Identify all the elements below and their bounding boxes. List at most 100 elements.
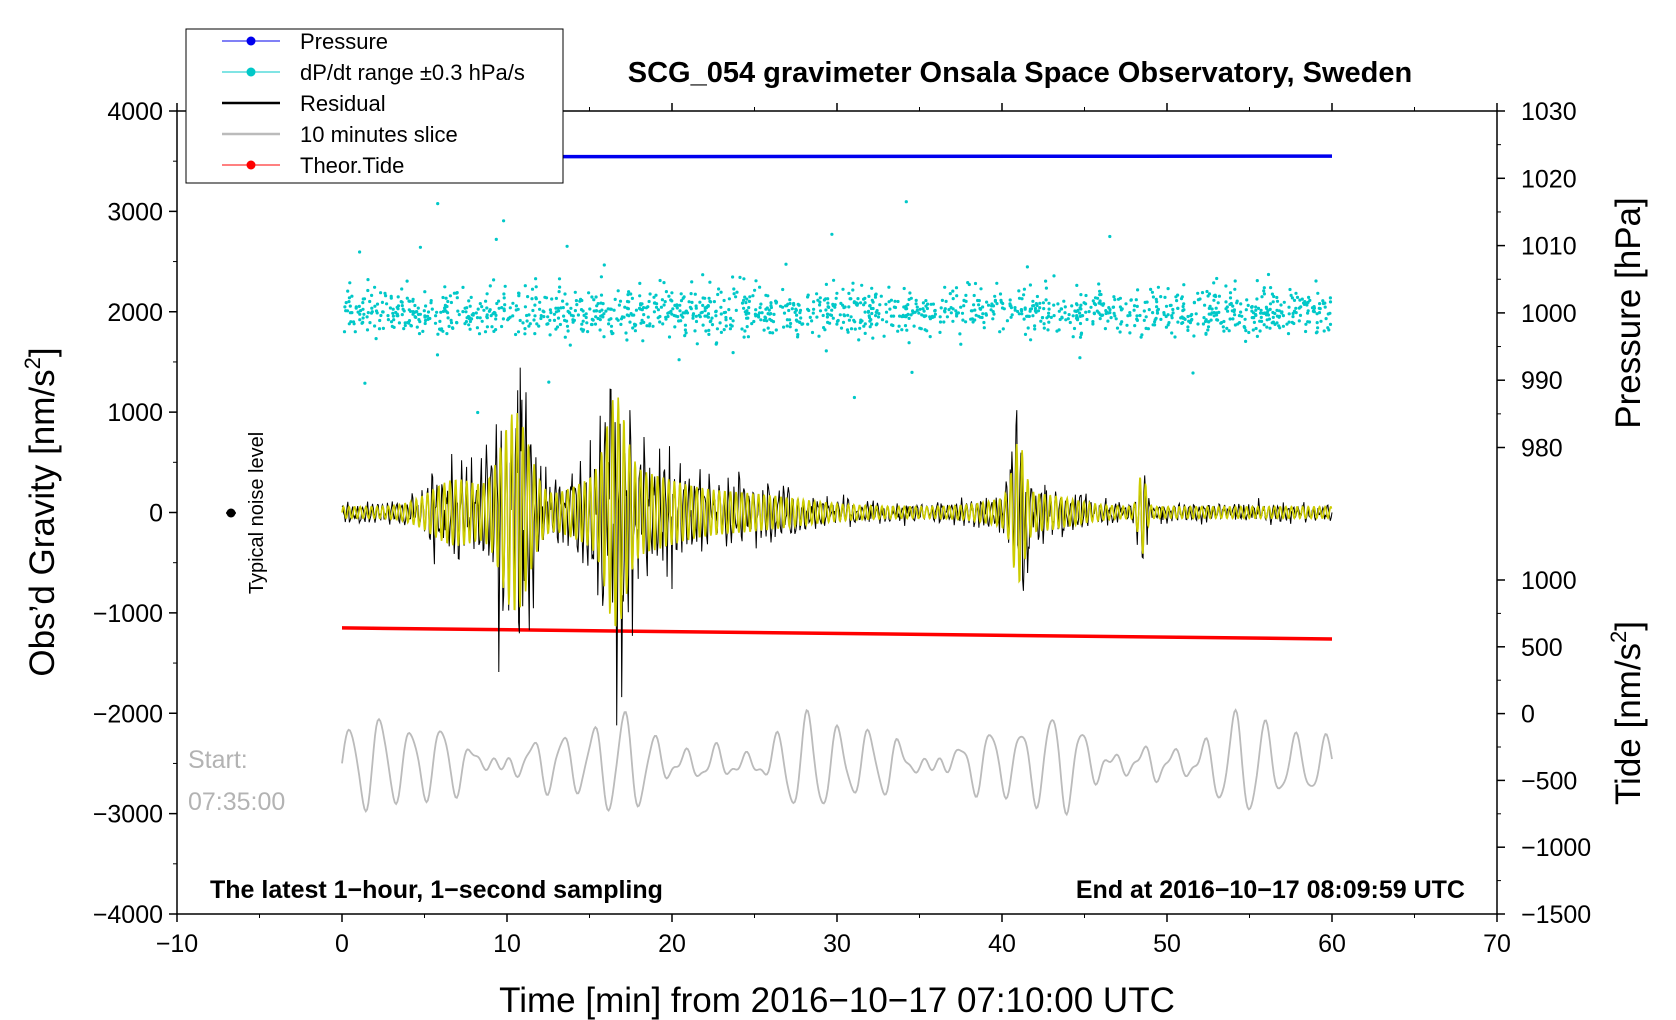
dpdt-point (1190, 317, 1194, 322)
dpdt-point (1120, 320, 1124, 324)
dpdt-point (1114, 317, 1118, 321)
dpdt-point (599, 293, 604, 297)
dpdt-point (1009, 315, 1013, 319)
dpdt-point (1265, 325, 1269, 329)
dpdt-point (1135, 314, 1139, 318)
dpdt-point (664, 290, 669, 294)
dpdt-point (922, 309, 926, 313)
dpdt-point (863, 296, 867, 300)
dpdt-point (523, 305, 528, 309)
dpdt-point (366, 278, 370, 282)
dpdt-point (959, 342, 963, 346)
dpdt-point (1222, 319, 1226, 324)
dpdt-point (812, 307, 816, 311)
dpdt-point (871, 300, 875, 304)
dpdt-point (598, 328, 602, 332)
dpdt-point (1022, 287, 1026, 291)
dpdt-point (667, 294, 671, 298)
dpdt-point (518, 318, 522, 323)
dpdt-point (1265, 318, 1269, 322)
dpdt-point (1074, 302, 1079, 306)
dpdt-point (954, 286, 959, 290)
dpdt-point (465, 306, 469, 310)
dpdt-point (731, 319, 735, 323)
dpdt-point (1312, 305, 1316, 309)
dpdt-point (703, 306, 707, 310)
dpdt-point (842, 313, 846, 317)
dpdt-point (546, 315, 550, 319)
dpdt-point (361, 301, 365, 305)
dpdt-point (693, 292, 697, 296)
dpdt-point (1013, 306, 1017, 310)
dpdt-point (1028, 283, 1032, 287)
dpdt-point (342, 330, 347, 334)
dpdt-point (884, 302, 888, 306)
dpdt-point (677, 358, 681, 362)
dpdt-point (441, 295, 445, 300)
dpdt-point (903, 324, 908, 328)
dpdt-point (556, 316, 561, 320)
dpdt-point (491, 312, 495, 316)
dpdt-point (818, 309, 823, 313)
pressure-tick-label: 1010 (1521, 233, 1577, 261)
dpdt-point (684, 331, 688, 335)
dpdt-point (673, 325, 677, 329)
dpdt-point (745, 297, 749, 301)
dpdt-point (810, 330, 815, 335)
dpdt-point (1228, 291, 1233, 295)
dpdt-point (691, 312, 696, 316)
dpdt-point (1041, 301, 1045, 305)
x-tick-label: 60 (1318, 930, 1346, 958)
dpdt-point (897, 324, 901, 328)
dpdt-point (1089, 305, 1093, 309)
dpdt-point (1196, 322, 1200, 326)
dpdt-point (716, 292, 720, 297)
dpdt-point (423, 290, 427, 294)
dpdt-point (765, 319, 769, 323)
dpdt-point (942, 320, 946, 324)
dpdt-point (373, 324, 377, 328)
dpdt-point (1307, 320, 1312, 324)
dpdt-point (609, 307, 613, 311)
dpdt-point (830, 308, 834, 312)
dpdt-point (766, 294, 770, 298)
dpdt-point (485, 292, 489, 296)
dpdt-point (910, 370, 914, 374)
dpdt-point (1044, 286, 1048, 290)
dpdt-point (344, 301, 348, 305)
dpdt-point (533, 332, 537, 336)
dpdt-point (1323, 305, 1327, 309)
dpdt-point (831, 316, 835, 320)
dpdt-point (1194, 312, 1198, 316)
dpdt-point (719, 290, 723, 294)
noise-dot (226, 508, 236, 518)
dpdt-point (415, 325, 419, 329)
dpdt-point (468, 319, 472, 324)
dpdt-point (1176, 306, 1180, 310)
dpdt-point (1025, 265, 1029, 269)
dpdt-point (1256, 306, 1261, 310)
dpdt-point (989, 308, 993, 312)
dpdt-point (683, 328, 688, 332)
dpdt-point (624, 331, 628, 335)
dpdt-point (714, 314, 718, 318)
dpdt-point (1204, 318, 1208, 322)
dpdt-point (1139, 335, 1143, 339)
dpdt-point (807, 308, 811, 313)
dpdt-point (552, 312, 557, 316)
legend-box (185, 28, 564, 184)
dpdt-point (1287, 312, 1291, 316)
dpdt-point (1224, 300, 1228, 304)
dpdt-point (1132, 304, 1137, 308)
dpdt-point (1212, 298, 1216, 302)
dpdt-point (672, 313, 676, 318)
dpdt-point (785, 304, 789, 308)
dpdt-point (629, 292, 633, 296)
dpdt-point (1259, 308, 1263, 312)
dpdt-point (609, 317, 613, 321)
dpdt-point (641, 339, 645, 343)
dpdt-point (902, 314, 906, 319)
legend-label: Residual (300, 91, 386, 116)
dpdt-point (554, 306, 558, 310)
dpdt-point (931, 302, 936, 306)
